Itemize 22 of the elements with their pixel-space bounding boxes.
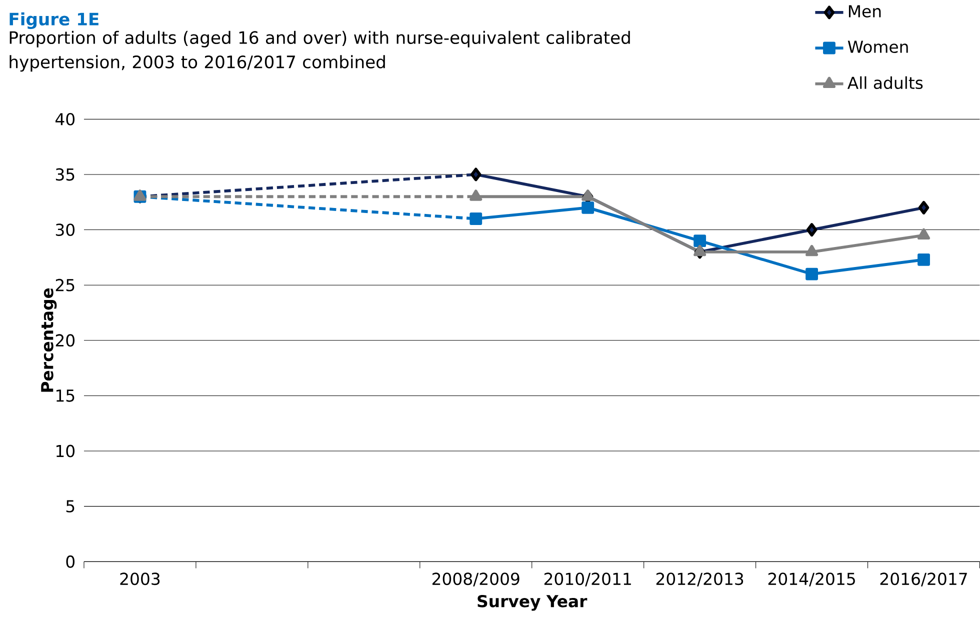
legend-label: All adults: [847, 76, 923, 89]
x-tick-label: 2014/2015: [768, 572, 855, 586]
y-axis-title: Percentage: [41, 288, 57, 392]
y-tick-label: 15: [56, 389, 74, 402]
y-tick-label: 40: [55, 112, 75, 126]
chart-subtitle: Proportion of adults (aged 16 and over) with nurse-equivalent calibrated hypertension, 2003 to 2016/2017 combined: [10, 30, 630, 72]
x-tick-label: 2012/2013: [656, 572, 744, 586]
x-tick-label: 2008/2009: [432, 572, 520, 586]
y-tick-label: 20: [56, 334, 75, 346]
y-tick-label: 0: [66, 555, 75, 568]
x-tick-label: 2016/2017: [880, 572, 967, 586]
legend-label: Women: [848, 40, 908, 53]
x-tick-label: 2003: [120, 572, 160, 585]
y-tick-label: 25: [56, 278, 74, 292]
y-tick-label: 30: [56, 223, 75, 236]
y-tick-label: 35: [56, 168, 74, 181]
chart-title: Figure 1E: [10, 12, 98, 29]
y-tick-label: 10: [56, 444, 75, 458]
y-tick-label: 5: [66, 500, 74, 512]
legend-label: Men: [848, 5, 881, 18]
x-axis-title: Survey Year: [478, 594, 588, 611]
x-tick-label: 2010/2011: [544, 572, 631, 586]
